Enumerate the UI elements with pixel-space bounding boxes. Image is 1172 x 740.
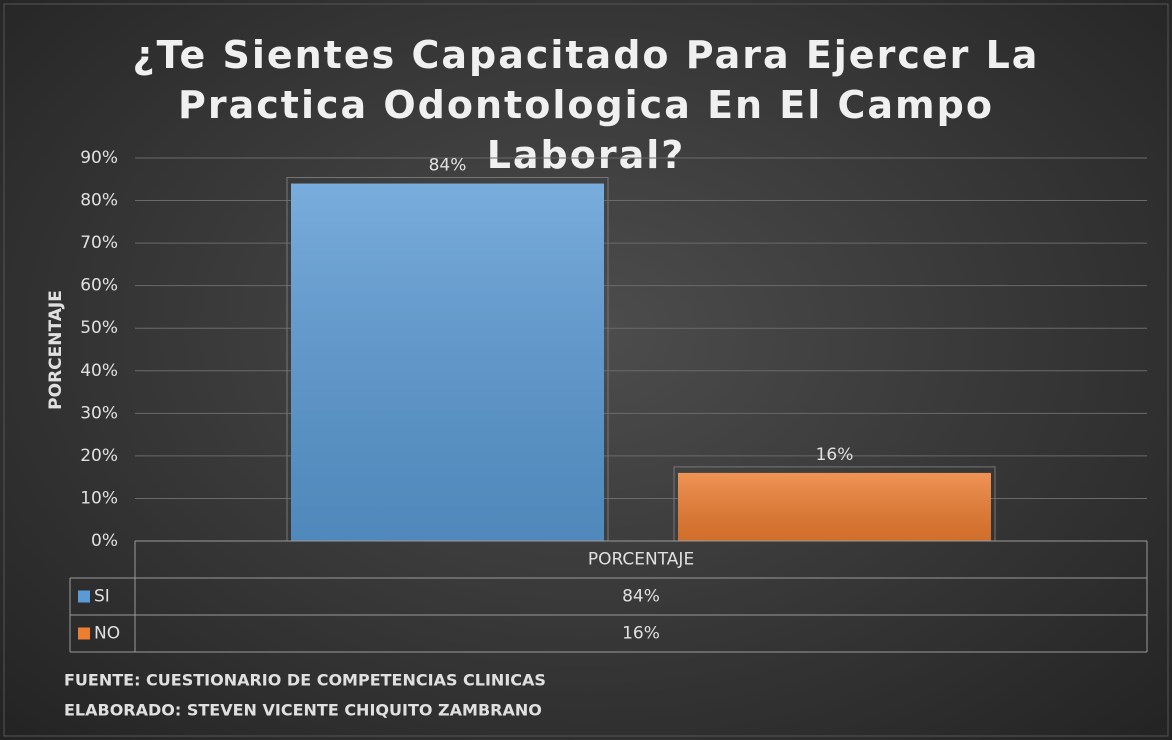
y-tick-label: 30% <box>80 403 118 423</box>
footnote: ELABORADO: STEVEN VICENTE CHIQUITO ZAMBR… <box>64 701 542 720</box>
y-tick-label: 60% <box>80 276 118 296</box>
data-label: 16% <box>816 445 854 465</box>
y-tick-label: 20% <box>80 446 118 466</box>
y-tick-label: 80% <box>80 191 118 211</box>
y-tick-label: 0% <box>91 531 118 551</box>
table-value: 16% <box>622 624 660 644</box>
chart-title: ¿Te Sientes Capacitado Para Ejercer La P… <box>132 33 1040 177</box>
bar-shade <box>678 472 991 541</box>
footnote: FUENTE: CUESTIONARIO DE COMPETENCIAS CLI… <box>64 671 546 690</box>
y-axis-label: PORCENTAJE <box>46 290 66 410</box>
table-value: 84% <box>622 587 660 607</box>
bar-shade <box>291 183 604 542</box>
y-tick-label: 90% <box>80 148 118 168</box>
y-tick-label: 10% <box>80 488 118 508</box>
legend-label: SI <box>94 587 110 607</box>
chart-border <box>3 3 1169 737</box>
data-label: 84% <box>429 156 467 176</box>
y-tick-label: 50% <box>80 318 118 338</box>
legend-swatch <box>78 590 90 603</box>
legend-label: NO <box>94 624 120 644</box>
y-tick-label: 70% <box>80 233 118 253</box>
legend-swatch <box>78 627 90 640</box>
table-header: PORCENTAJE <box>588 550 694 570</box>
y-tick-label: 40% <box>80 361 118 381</box>
